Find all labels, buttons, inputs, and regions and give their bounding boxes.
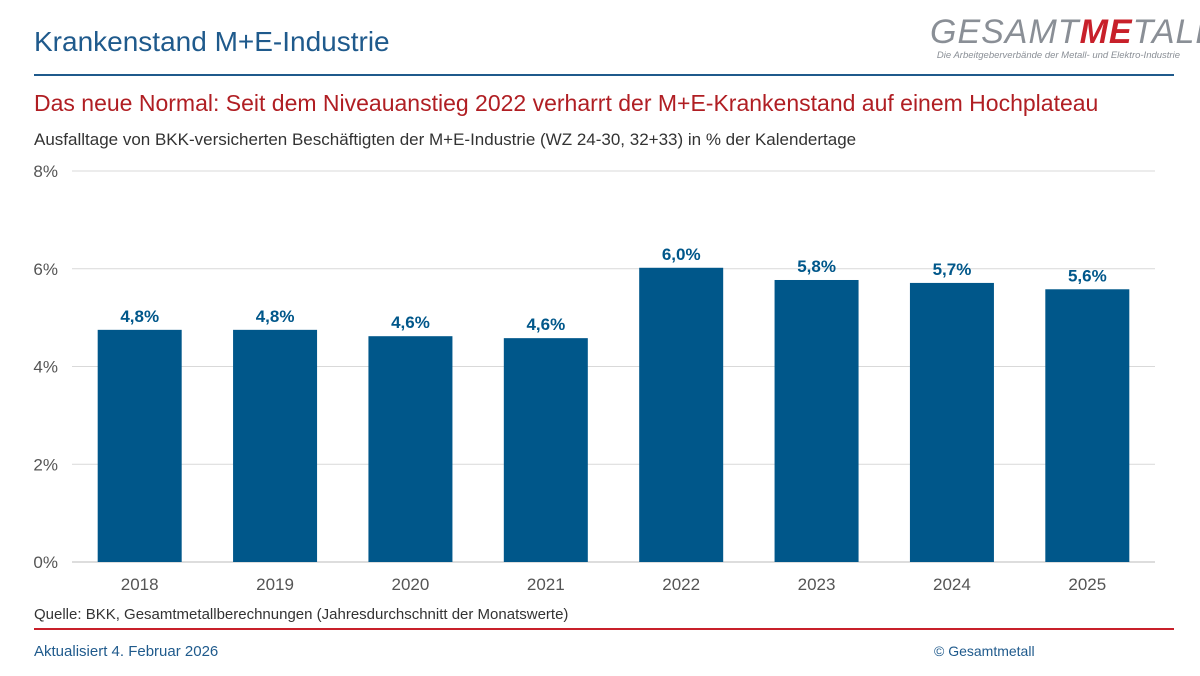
y-tick-label: 8% — [33, 162, 58, 181]
header-divider — [34, 74, 1174, 76]
data-label: 4,6% — [526, 315, 565, 334]
headline: Das neue Normal: Seit dem Niveauanstieg … — [34, 90, 1099, 116]
x-tick-label: 2022 — [662, 575, 700, 594]
chart-title: Ausfalltage von BKK-versicherten Beschäf… — [34, 130, 857, 149]
updated-date: Aktualisiert 4. Februar 2026 — [34, 643, 219, 660]
data-label: 6,0% — [662, 245, 701, 264]
x-tick-label: 2023 — [798, 575, 836, 594]
footer-divider — [34, 628, 1174, 630]
y-tick-label: 0% — [33, 553, 58, 572]
bar — [368, 336, 453, 562]
x-tick-label: 2019 — [256, 575, 294, 594]
bar — [97, 329, 182, 562]
data-label: 4,8% — [256, 307, 295, 326]
source-note: Quelle: BKK, Gesamtmetallberechnungen (J… — [34, 606, 569, 623]
copyright: © Gesamtmetall — [934, 643, 1035, 659]
data-label: 5,6% — [1068, 266, 1107, 285]
x-tick-label: 2018 — [121, 575, 159, 594]
bar — [639, 267, 724, 562]
bar — [774, 279, 859, 562]
x-tick-label: 2025 — [1068, 575, 1106, 594]
bar — [1045, 289, 1130, 562]
gesamtmetall-logo: GESAMTMETALL Die Arbeitgeberverbände der… — [930, 13, 1200, 61]
x-tick-label: 2020 — [392, 575, 430, 594]
y-tick-label: 6% — [33, 260, 58, 279]
page-title: Krankenstand M+E-Industrie — [34, 26, 390, 57]
y-tick-label: 4% — [33, 358, 58, 377]
bar — [909, 282, 994, 562]
data-label: 4,8% — [120, 307, 159, 326]
y-tick-label: 2% — [33, 455, 58, 474]
data-label: 5,7% — [933, 260, 972, 279]
x-tick-label: 2021 — [527, 575, 565, 594]
bar — [233, 329, 318, 562]
bar — [503, 338, 588, 562]
data-label: 5,8% — [797, 257, 836, 276]
data-label: 4,6% — [391, 313, 430, 332]
x-tick-label: 2024 — [933, 575, 971, 594]
